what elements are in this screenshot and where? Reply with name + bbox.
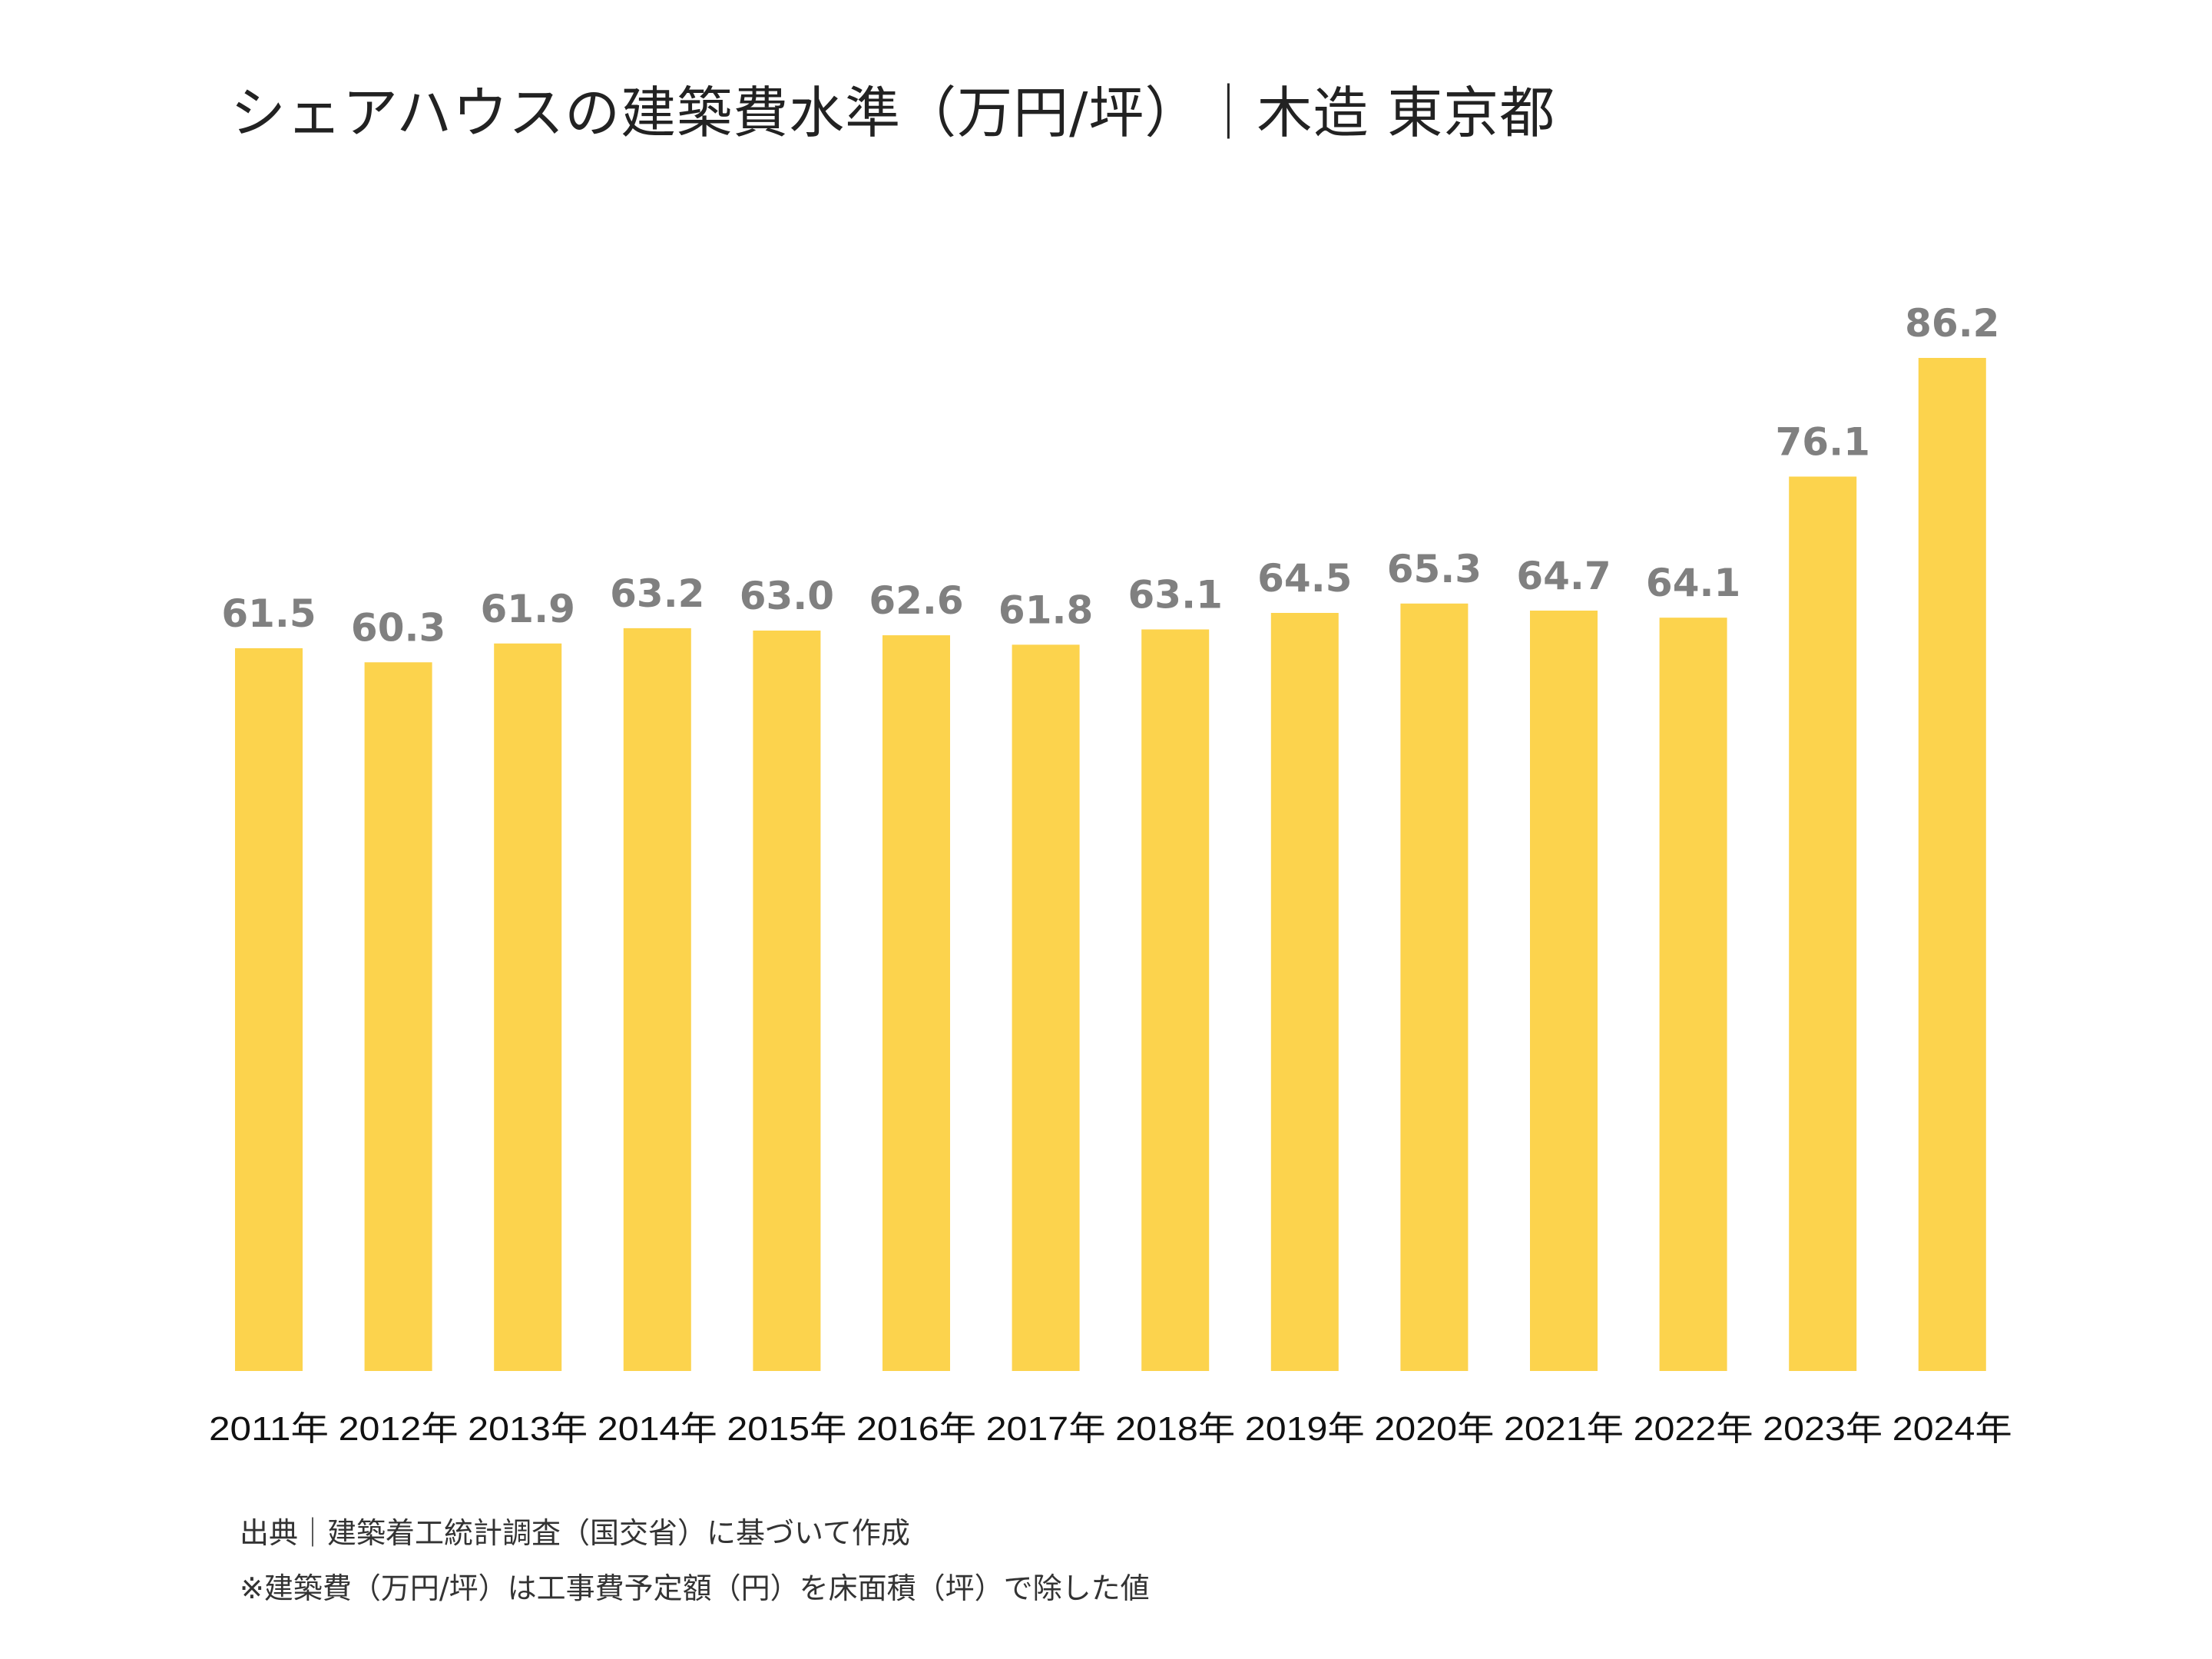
x-tick-label: 2021年: [1504, 1410, 1624, 1448]
bar-2018年: [1141, 629, 1210, 1371]
bar-2024年: [1918, 358, 1986, 1371]
value-label: 61.8: [998, 588, 1093, 632]
bar-2016年: [882, 635, 950, 1371]
bar-2023年: [1789, 476, 1857, 1371]
value-label: 86.2: [1905, 301, 1999, 346]
value-label: 61.9: [481, 587, 575, 631]
bar-2017年: [1012, 644, 1080, 1371]
bar-2021年: [1530, 611, 1598, 1371]
x-tick-label: 2020年: [1374, 1410, 1494, 1448]
value-label: 65.3: [1387, 547, 1482, 591]
value-label: 76.1: [1776, 420, 1870, 465]
value-label: 63.0: [740, 574, 834, 618]
source-note: 出典｜建築着工統計調査（国交省）に基づいて作成: [240, 1516, 910, 1550]
x-tick-label: 2016年: [856, 1410, 976, 1448]
bar-2014年: [623, 628, 691, 1371]
x-tick-label: 2019年: [1245, 1410, 1365, 1448]
chart-title: シェアハウスの建築費水準（万円/坪）｜木造 東京都: [230, 81, 1556, 145]
value-label: 64.5: [1257, 556, 1352, 601]
bar-2011年: [235, 648, 303, 1371]
bar-2022年: [1659, 618, 1727, 1371]
value-label: 63.1: [1128, 573, 1223, 618]
x-tick-label: 2024年: [1892, 1410, 2012, 1448]
bar-2015年: [753, 631, 821, 1371]
footnotes: 出典｜建築着工統計調査（国交省）に基づいて作成 ※建築費（万円/坪）は工事費予定…: [240, 1505, 1150, 1616]
value-label: 61.5: [221, 591, 316, 636]
value-label: 64.7: [1516, 554, 1611, 598]
x-tick-label: 2017年: [986, 1410, 1106, 1448]
bar-2012年: [364, 662, 432, 1371]
x-tick-label: 2014年: [598, 1410, 717, 1448]
value-label: 63.2: [610, 571, 704, 616]
bar-2020年: [1400, 603, 1469, 1371]
x-tick-label: 2015年: [727, 1410, 846, 1448]
x-tick-label: 2023年: [1763, 1410, 1883, 1448]
x-tick-label: 2022年: [1634, 1410, 1753, 1448]
calculation-note: ※建築費（万円/坪）は工事費予定額（円）を床面積（坪）で除した値: [240, 1571, 1150, 1605]
x-tick-label: 2012年: [339, 1410, 459, 1448]
x-tick-label: 2018年: [1115, 1410, 1235, 1448]
value-label: 60.3: [351, 605, 445, 650]
value-label: 64.1: [1646, 561, 1740, 605]
bar-2013年: [494, 643, 562, 1371]
x-tick-label: 2013年: [468, 1410, 588, 1448]
value-label: 62.6: [869, 578, 963, 623]
x-tick-label: 2011年: [209, 1410, 329, 1448]
bar-2019年: [1270, 613, 1339, 1371]
